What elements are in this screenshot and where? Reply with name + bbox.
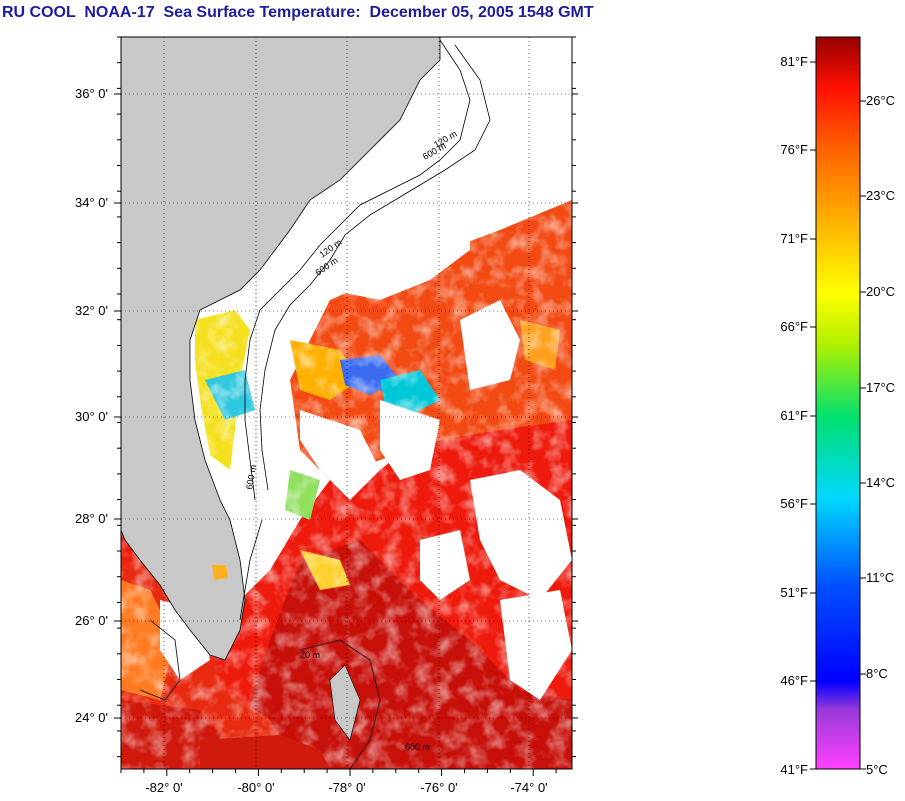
colorbar-c-label: 11°C [866, 570, 894, 585]
map-plot-area [121, 37, 572, 769]
land-andros-island [329, 664, 361, 741]
lat-label: 30° 0' [75, 409, 108, 424]
lon-label: -82° 0' [145, 780, 182, 795]
lon-label: -76° 0' [420, 780, 457, 795]
contour-label: 20 m [300, 650, 320, 660]
lat-label: 28° 0' [75, 511, 108, 526]
lat-label: 34° 0' [75, 195, 108, 210]
colorbar-c-label: 14°C [866, 475, 895, 490]
colorbar-f-label: 81°F [780, 54, 808, 69]
colorbar-f-ticks [810, 61, 866, 770]
lon-label: -80° 0' [237, 780, 274, 795]
lat-label: 32° 0' [75, 303, 108, 318]
bathymetry-contours [139, 39, 491, 769]
colorbar-c-label: 8°C [866, 666, 888, 681]
axis-ticks [114, 36, 578, 776]
land-cuba [200, 735, 330, 769]
lat-label: 24° 0' [75, 710, 108, 725]
latitude-labels: 36° 0' 34° 0' 32° 0' 30° 0' 28° 0' 26° 0… [75, 86, 108, 725]
lon-label: -78° 0' [328, 780, 365, 795]
colorbar-f-label: 51°F [780, 585, 808, 600]
colorbar-gradient [815, 36, 861, 770]
map-frame [120, 36, 573, 770]
colorbar-c-label: 26°C [866, 93, 895, 108]
colorbar-f-label: 46°F [780, 673, 808, 688]
colorbar-f-label: 41°F [780, 762, 808, 777]
colorbar-f-label: 66°F [780, 319, 808, 334]
colorbar-c-label: 23°C [866, 188, 895, 203]
colorbar-f-label: 61°F [780, 408, 808, 423]
land-us-east-coast [121, 37, 441, 661]
land-lake [212, 565, 228, 580]
colorbar-c-label: 20°C [866, 284, 895, 299]
contour-label: 600 m [405, 742, 430, 752]
lat-label: 26° 0' [75, 613, 108, 628]
lat-label: 36° 0' [75, 86, 108, 101]
colorbar-c-label: 17°C [866, 380, 895, 395]
colorbar: 81°F 76°F 71°F 66°F 61°F 56°F 51°F 46°F … [780, 36, 895, 777]
colorbar-f-label: 56°F [780, 496, 808, 511]
colorbar-f-label: 71°F [780, 231, 808, 246]
longitude-labels: -82° 0' -80° 0' -78° 0' -76° 0' -74° 0' [145, 780, 547, 795]
colorbar-f-label: 76°F [780, 142, 808, 157]
chart-title: RU COOL NOAA-17 Sea Surface Temperature:… [2, 4, 594, 21]
contour-label: 600 m [244, 464, 258, 490]
lon-label: -74° 0' [510, 780, 547, 795]
colorbar-c-label: 5°C [866, 762, 888, 777]
